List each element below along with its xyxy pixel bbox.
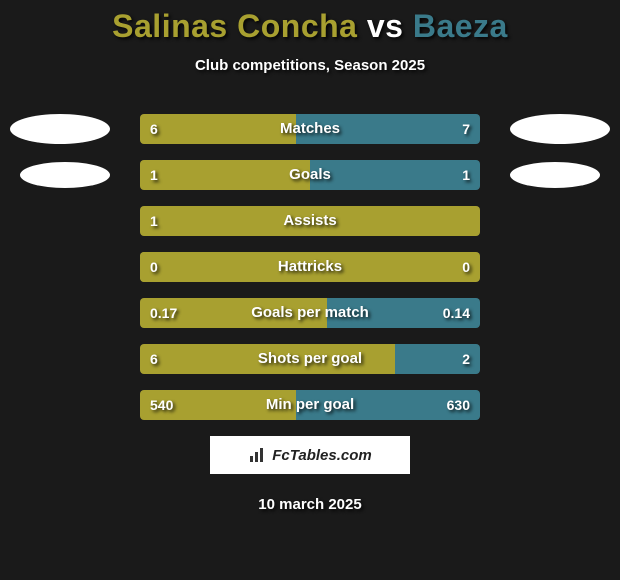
stat-value-left: 540 [150,390,173,420]
stat-label: Min per goal [140,390,480,420]
stat-value-right: 2 [462,344,470,374]
player2-badge-bottom [510,162,600,188]
stat-label: Shots per goal [140,344,480,374]
stat-rows: Matches67Goals11Assists1Hattricks00Goals… [140,114,480,420]
watermark-text: FcTables.com [272,447,371,464]
stat-value-left: 1 [150,160,158,190]
player2-badge-top [510,114,610,144]
stat-row: Shots per goal6 2 [140,344,480,374]
player2-name: Baeza [413,8,508,44]
stat-row: Goals1 1 [140,160,480,190]
stat-label: Goals [140,160,480,190]
watermark: FcTables.com [210,436,410,474]
stat-row: Hattricks0 0 [140,252,480,282]
stat-row: Assists1 [140,206,480,236]
stat-row: Matches6 7 [140,114,480,144]
player1-badge-top [10,114,110,144]
stat-value-left: 6 [150,114,158,144]
stat-label: Assists [140,206,480,236]
stat-row: Goals per match0.17 0.14 [140,298,480,328]
stat-value-right: 0.14 [443,298,470,328]
vs-text: vs [367,8,413,44]
date-text: 10 march 2025 [0,496,620,513]
subtitle: Club competitions, Season 2025 [0,57,620,74]
stat-value-left: 0 [150,252,158,282]
player1-name: Salinas Concha [112,8,357,44]
chart-icon [248,446,266,464]
stats-area: Matches67Goals11Assists1Hattricks00Goals… [0,114,620,420]
stat-label: Matches [140,114,480,144]
stat-label: Goals per match [140,298,480,328]
player1-badge-bottom [20,162,110,188]
stat-value-left: 0.17 [150,298,177,328]
stat-value-right: 7 [462,114,470,144]
stat-row: Min per goal540 630 [140,390,480,420]
stat-value-left: 6 [150,344,158,374]
stat-label: Hattricks [140,252,480,282]
stat-value-right: 1 [462,160,470,190]
page-title: Salinas Concha vs Baeza [0,8,620,45]
stat-value-right: 0 [462,252,470,282]
stat-value-right: 630 [447,390,470,420]
stat-value-left: 1 [150,206,158,236]
